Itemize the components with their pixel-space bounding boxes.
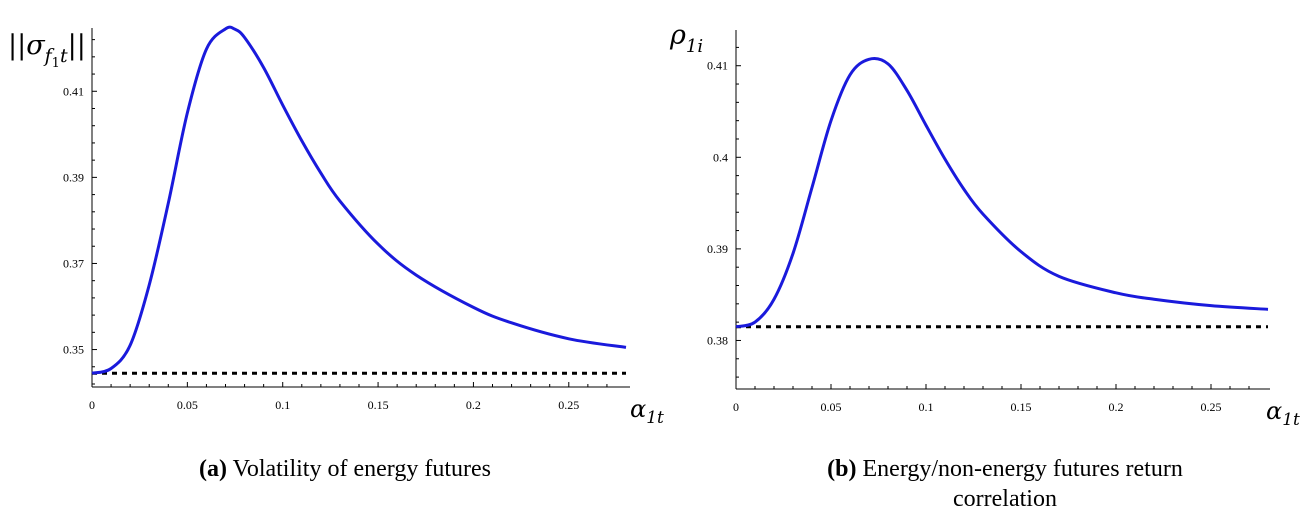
panel-a-x-tick-label: 0.2 [466, 398, 481, 412]
panel-b-y-tick-label: 0.41 [707, 59, 728, 73]
panel-b-y-label: ρ1i [669, 20, 703, 57]
panel-b-x-tick-label: 0.05 [821, 400, 842, 414]
panel-a-y-label: ||σf1t|| [8, 30, 86, 71]
panel-b-x-tick-label: 0.25 [1201, 400, 1222, 414]
panel-b-x-tick-label: 0.15 [1011, 400, 1032, 414]
panel-b-y-tick-label: 0.38 [707, 333, 728, 347]
panel-a-x-label: α1t [630, 395, 664, 428]
panel-a-x-tick-label: 0.05 [177, 398, 198, 412]
panel-b-caption-line1: (b) Energy/non-energy futures return [827, 456, 1183, 482]
panel-b-x-label: α1t [1266, 397, 1300, 430]
panel-b-x-tick-label: 0.1 [919, 400, 934, 414]
panel-a-volatility: 0 0.05 0.1 0.15 0.2 0.25 0.35 0.37 0.39 0.41 ||σf… [8, 25, 664, 482]
panel-a-caption: (a) Volatility of energy futures [199, 456, 491, 482]
panel-b-x-tick-label: 0 [733, 400, 739, 414]
panel-b-y-tick-label: 0.4 [713, 150, 728, 164]
panel-a-x-tick-label: 0.25 [558, 398, 579, 412]
panel-a-y-tick-label: 0.37 [63, 256, 84, 270]
panel-a-y-tick-label: 0.41 [63, 84, 84, 98]
panel-a-x-tick-label: 0.1 [275, 398, 290, 412]
panel-b-y-tick-label: 0.39 [707, 242, 728, 256]
panel-b-curve [735, 57, 1269, 329]
panel-a-curve [91, 25, 627, 375]
panel-b-caption-line2: correlation [953, 486, 1057, 512]
panel-a-x-tick-label: 0.15 [368, 398, 389, 412]
panel-a-x-tick-label: 0 [89, 398, 95, 412]
panel-a-y-tick-label: 0.35 [63, 343, 84, 357]
panel-a-y-tick-label: 0.39 [63, 170, 84, 184]
panel-b-x-tick-label: 0.2 [1109, 400, 1124, 414]
panel-b-correlation: 0 0.05 0.1 0.15 0.2 0.25 0.38 0.39 0.4 0.41 ρ1i α… [669, 20, 1300, 512]
